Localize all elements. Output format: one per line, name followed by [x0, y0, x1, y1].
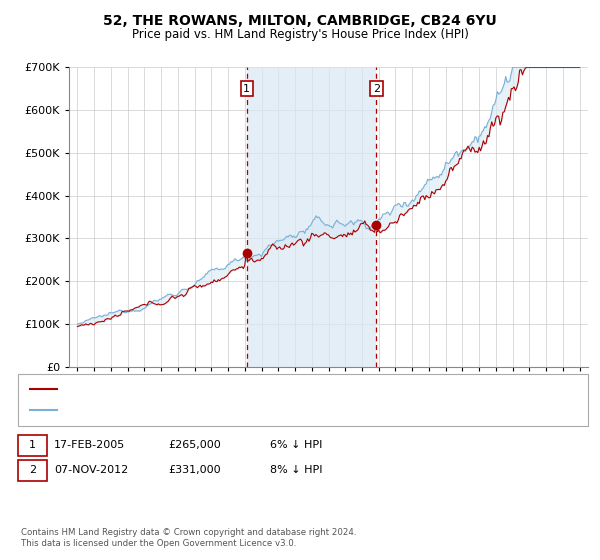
Text: £331,000: £331,000 — [168, 465, 221, 475]
Text: 2: 2 — [373, 83, 380, 94]
Text: £265,000: £265,000 — [168, 440, 221, 450]
Text: 1: 1 — [243, 83, 250, 94]
Text: 2: 2 — [29, 465, 36, 475]
Text: Price paid vs. HM Land Registry's House Price Index (HPI): Price paid vs. HM Land Registry's House … — [131, 28, 469, 41]
Text: 07-NOV-2012: 07-NOV-2012 — [54, 465, 128, 475]
Text: 8% ↓ HPI: 8% ↓ HPI — [270, 465, 323, 475]
Text: 52, THE ROWANS, MILTON, CAMBRIDGE, CB24 6YU (detached house): 52, THE ROWANS, MILTON, CAMBRIDGE, CB24 … — [62, 384, 405, 394]
Text: 52, THE ROWANS, MILTON, CAMBRIDGE, CB24 6YU: 52, THE ROWANS, MILTON, CAMBRIDGE, CB24 … — [103, 14, 497, 28]
Text: 1: 1 — [29, 440, 36, 450]
Text: 6% ↓ HPI: 6% ↓ HPI — [270, 440, 322, 450]
Text: Contains HM Land Registry data © Crown copyright and database right 2024.
This d: Contains HM Land Registry data © Crown c… — [21, 528, 356, 548]
Text: HPI: Average price, detached house, South Cambridgeshire: HPI: Average price, detached house, Sout… — [62, 405, 358, 416]
Bar — [247, 67, 376, 367]
Text: 17-FEB-2005: 17-FEB-2005 — [54, 440, 125, 450]
